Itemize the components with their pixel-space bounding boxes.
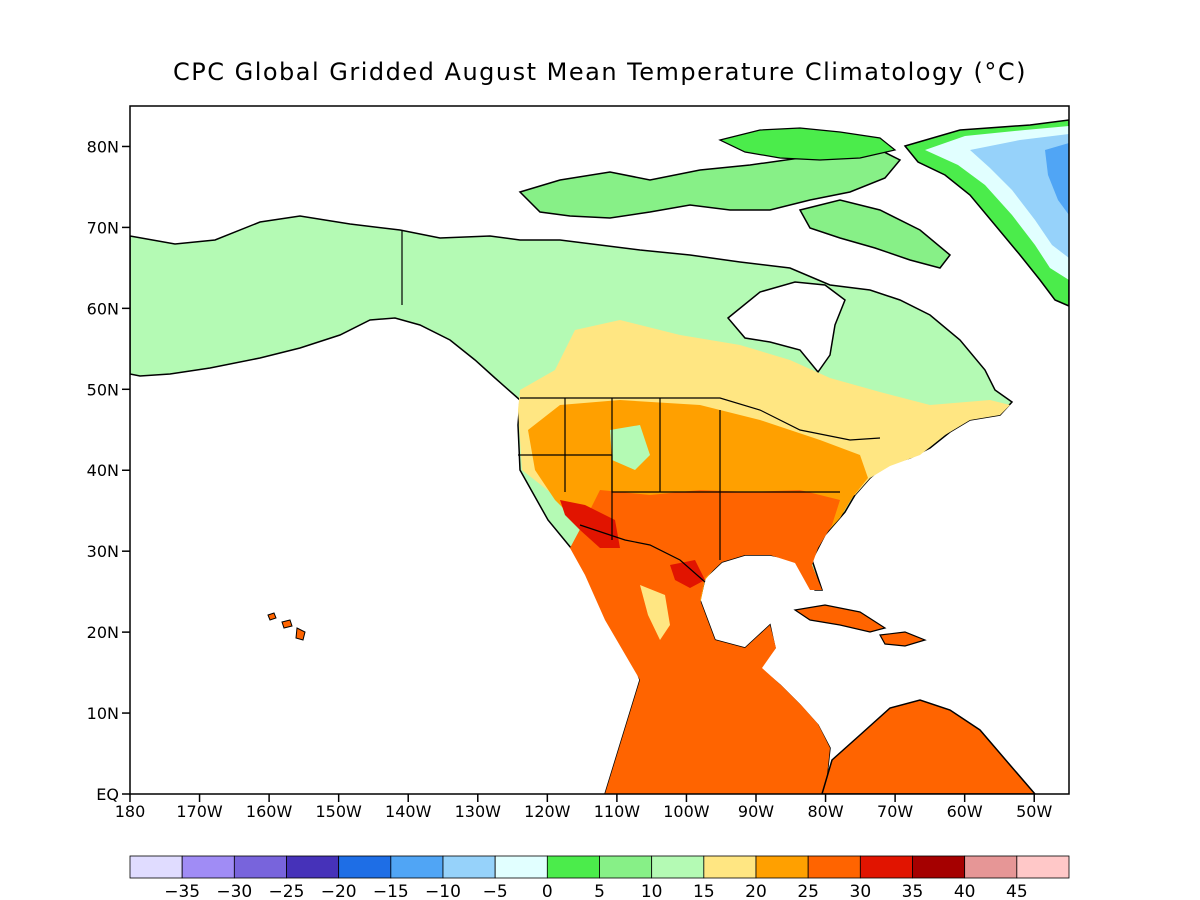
political-borders: [401, 230, 881, 583]
lon-tick-label: 70W: [877, 802, 913, 821]
lon-tick-label: 150W: [315, 802, 362, 821]
lon-tick-label: 160W: [246, 802, 293, 821]
south-america-landmass: [821, 699, 1036, 794]
colorbar-swatch: [546, 855, 600, 879]
colorbar-label: −35: [164, 882, 200, 900]
lat-tick-label: 40N: [87, 461, 119, 480]
lon-tick-label: 60W: [947, 802, 983, 821]
cuba-island: [793, 604, 887, 633]
rockies-cool-zone: [610, 425, 650, 470]
colorbar-swatch: [807, 855, 861, 879]
lon-tick-label: 120W: [524, 802, 571, 821]
lon-tick-label: 90W: [738, 802, 774, 821]
colorbar-label: 25: [797, 882, 819, 900]
colorbar-label: 0: [542, 882, 553, 900]
longitude-axis: 180 170W 160W 150W 140W 130W 120W 110W 100W 90W 80…: [115, 794, 1052, 821]
colorbar-swatch: [1016, 855, 1070, 879]
zone-30-35-southwest: [560, 500, 620, 548]
colorbar-label: 20: [745, 882, 767, 900]
colorbar-label: 45: [1006, 882, 1028, 900]
lat-tick-label: EQ: [96, 785, 119, 804]
map-frame: [129, 105, 1070, 795]
colorbar-label: 40: [954, 882, 976, 900]
colorbar-label: −30: [216, 882, 252, 900]
lat-tick-label: 70N: [87, 218, 119, 237]
hawaii-islands: [267, 612, 306, 641]
colorbar-swatch: [755, 855, 809, 879]
lon-tick-label: 80W: [807, 802, 843, 821]
zone-30-35-texas: [670, 560, 705, 588]
colorbar-swatch: [286, 855, 340, 879]
hudson-bay: [726, 281, 846, 374]
colorbar-label: 10: [641, 882, 663, 900]
colorbar-label: 5: [594, 882, 605, 900]
colorbar-swatch: [390, 855, 444, 879]
lat-tick-label: 50N: [87, 380, 119, 399]
lat-tick-label: 60N: [87, 299, 119, 318]
colorbar-swatch: [912, 855, 966, 879]
colorbar-swatch: [859, 855, 913, 879]
map-area: [130, 119, 1069, 794]
colorbar-label: −15: [373, 882, 409, 900]
colorbar-label: −25: [269, 882, 305, 900]
hispaniola-island: [879, 631, 927, 647]
arctic-islands: [518, 149, 902, 219]
colorbar-swatch: [129, 855, 183, 879]
colorbar-label: −10: [425, 882, 461, 900]
mexico-highlands-zone: [640, 585, 670, 640]
colorbar-label: 35: [902, 882, 924, 900]
latitude-axis: 80N 70N 60N 50N 40N 30N 20N 10N EQ: [87, 137, 130, 804]
lon-tick-label: 50W: [1016, 802, 1052, 821]
colorbar-swatch: [233, 855, 287, 879]
lon-tick-label: 180: [115, 802, 146, 821]
colorbar-swatch: [494, 855, 548, 879]
lon-tick-label: 100W: [663, 802, 710, 821]
colorbar-swatch: [181, 855, 235, 879]
arctic-islands-north: [718, 127, 897, 161]
map-title: CPC Global Gridded August Mean Temperatu…: [172, 58, 1027, 86]
zone-25-30: [570, 490, 840, 794]
greenland-ice-interior: [970, 134, 1069, 258]
colorbar-swatch: [599, 855, 653, 879]
colorbar-label: −5: [483, 882, 508, 900]
colorbar-swatch: [651, 855, 705, 879]
lon-tick-label: 110W: [594, 802, 641, 821]
colorbar-label: 30: [850, 882, 872, 900]
colorbar-swatch: [964, 855, 1018, 879]
colorbar-swatch: [442, 855, 496, 879]
baffin-island: [798, 199, 952, 269]
lon-tick-label: 140W: [385, 802, 432, 821]
lon-tick-label: 130W: [455, 802, 502, 821]
greenland-ice-core: [1045, 143, 1069, 215]
colorbar-label: 15: [693, 882, 715, 900]
colorbar-swatch: [338, 855, 392, 879]
lat-tick-label: 20N: [87, 623, 119, 642]
colorbar-swatch: [703, 855, 757, 879]
lat-tick-label: 10N: [87, 704, 119, 723]
lat-tick-label: 30N: [87, 542, 119, 561]
colorbar: −35 −30 −25 −20 −15 −10 −5 0 5 10 15 20 25 30 35 40 45: [129, 855, 1070, 900]
lon-tick-label: 170W: [176, 802, 223, 821]
lat-tick-label: 80N: [87, 137, 119, 156]
colorbar-label: −20: [321, 882, 357, 900]
